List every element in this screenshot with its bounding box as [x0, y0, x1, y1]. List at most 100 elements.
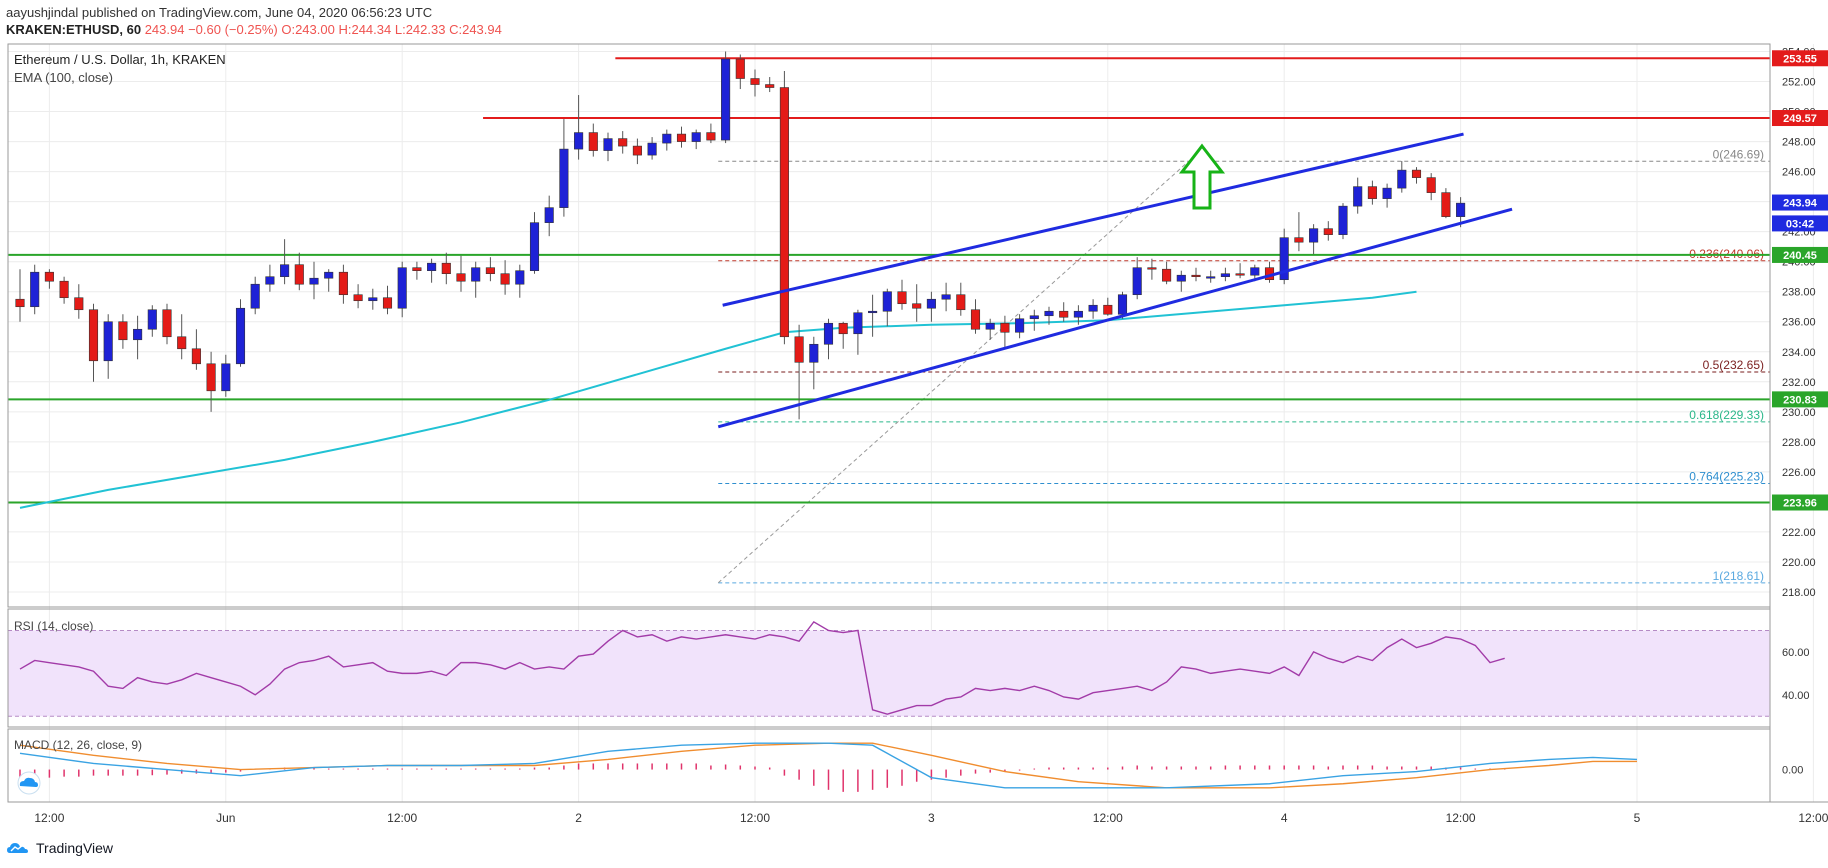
- high-value: H:244.34: [338, 22, 392, 37]
- candle-up: [427, 262, 437, 272]
- rsi-layer: [8, 620, 1770, 717]
- channel-layer: [717, 132, 1513, 429]
- candle-up: [853, 312, 863, 335]
- candle-up: [1338, 205, 1348, 235]
- candle-down: [59, 280, 69, 299]
- y-tick-label: 218.00: [1782, 587, 1816, 599]
- candle-up: [721, 58, 731, 141]
- x-tick-label: 12:00: [1446, 811, 1476, 825]
- candle-down: [1059, 310, 1069, 318]
- price-tag-label: 230.83: [1783, 394, 1817, 406]
- y-tick-label: 222.00: [1782, 527, 1816, 539]
- x-tick-label: 12:00: [1093, 811, 1123, 825]
- candle-up: [1073, 310, 1083, 318]
- y-tick-label: 246.00: [1782, 167, 1816, 179]
- macd-legend: MACD (12, 26, close, 9): [14, 738, 142, 752]
- candle-down: [750, 78, 760, 85]
- candle-up: [221, 363, 231, 392]
- candle-up: [544, 207, 554, 223]
- x-tick-label: 4: [1281, 811, 1288, 825]
- candle-down: [1323, 228, 1333, 235]
- x-tick-label: 12:00: [387, 811, 417, 825]
- x-tick-label: 3: [928, 811, 935, 825]
- candle-up: [559, 148, 569, 208]
- candle-up: [280, 264, 290, 278]
- candle-up: [647, 142, 657, 156]
- tradingview-logo[interactable]: TradingView: [6, 840, 113, 856]
- candle-down: [897, 291, 907, 305]
- candle-down: [88, 309, 99, 362]
- macd-layer: [17, 742, 1638, 795]
- candle-down: [74, 297, 84, 311]
- price-tag-box: [1772, 391, 1828, 408]
- y-tick-label: 220.00: [1782, 557, 1816, 569]
- rsi-tick-label: 60.00: [1782, 647, 1810, 659]
- low-value: L:242.33: [394, 22, 446, 37]
- candle-down: [353, 294, 363, 302]
- price-tag-label: 243.94: [1783, 198, 1818, 210]
- candle-down: [412, 267, 422, 272]
- candle-up: [147, 309, 157, 330]
- candle-down: [382, 297, 393, 309]
- candle-up: [103, 321, 113, 362]
- candle-up: [985, 322, 995, 330]
- price-tag-label: 249.57: [1783, 113, 1817, 125]
- candle-down: [735, 58, 745, 79]
- candle-up: [133, 328, 143, 341]
- tradingview-cloud-icon: [7, 843, 28, 853]
- candle-up: [691, 132, 701, 142]
- candle-down: [970, 309, 981, 330]
- candle-up: [574, 132, 584, 150]
- x-tick-label: 2: [575, 811, 582, 825]
- fib-level-label: 0.618(229.33): [1689, 408, 1764, 422]
- channel-upper-line: [722, 132, 1464, 307]
- candle-up: [603, 138, 613, 151]
- candle-down: [485, 267, 495, 275]
- macd-tick-label: 0.00: [1782, 765, 1803, 777]
- price-tag-box: [1772, 246, 1828, 263]
- y-tick-label: 252.00: [1782, 77, 1816, 89]
- candle-down: [1441, 192, 1451, 217]
- rsi-tick-label: 40.00: [1782, 690, 1810, 702]
- price-change: −0.60 (−0.25%): [188, 22, 278, 37]
- candle-up: [1176, 274, 1186, 282]
- candle-down: [162, 309, 172, 338]
- macd-signal-line: [19, 742, 1637, 789]
- candle-up: [662, 133, 672, 144]
- price-tag-box: [1772, 110, 1828, 127]
- candle-up: [1397, 169, 1407, 189]
- close-value: C:243.94: [449, 22, 502, 37]
- candles-layer: [15, 51, 1466, 420]
- fib-level-label: 0(246.69): [1713, 147, 1764, 161]
- candle-up: [471, 267, 481, 282]
- candle-up: [1117, 294, 1128, 315]
- author-name[interactable]: aayushjindal: [6, 5, 79, 20]
- y-tick-label: 226.00: [1782, 467, 1816, 479]
- x-tick-label: 5: [1634, 811, 1641, 825]
- candle-up: [1250, 267, 1260, 276]
- brand-name: TradingView: [36, 840, 114, 856]
- y-tick-label: 238.00: [1782, 287, 1816, 299]
- levels-layer: [8, 57, 1770, 504]
- candle-down: [1191, 274, 1201, 278]
- arrow-layer: [1178, 143, 1226, 210]
- price-tag-box: [1772, 50, 1828, 67]
- candle-up: [1220, 273, 1230, 278]
- candle-down: [676, 133, 687, 142]
- candle-up: [309, 277, 319, 285]
- candle-up: [926, 298, 936, 309]
- candle-up: [1132, 267, 1142, 296]
- price-tag-label: 240.45: [1783, 250, 1817, 262]
- candle-up: [823, 322, 834, 345]
- ema-line: [19, 290, 1417, 509]
- price-tag-label: 03:42: [1786, 218, 1814, 230]
- x-tick-label: Jun: [216, 811, 235, 825]
- y-tick-label: 234.00: [1782, 347, 1816, 359]
- candle-down: [1000, 322, 1010, 333]
- pane-frame: [7, 728, 1771, 803]
- candle-up: [265, 276, 275, 285]
- candle-down: [177, 336, 187, 350]
- candle-up: [1044, 310, 1054, 317]
